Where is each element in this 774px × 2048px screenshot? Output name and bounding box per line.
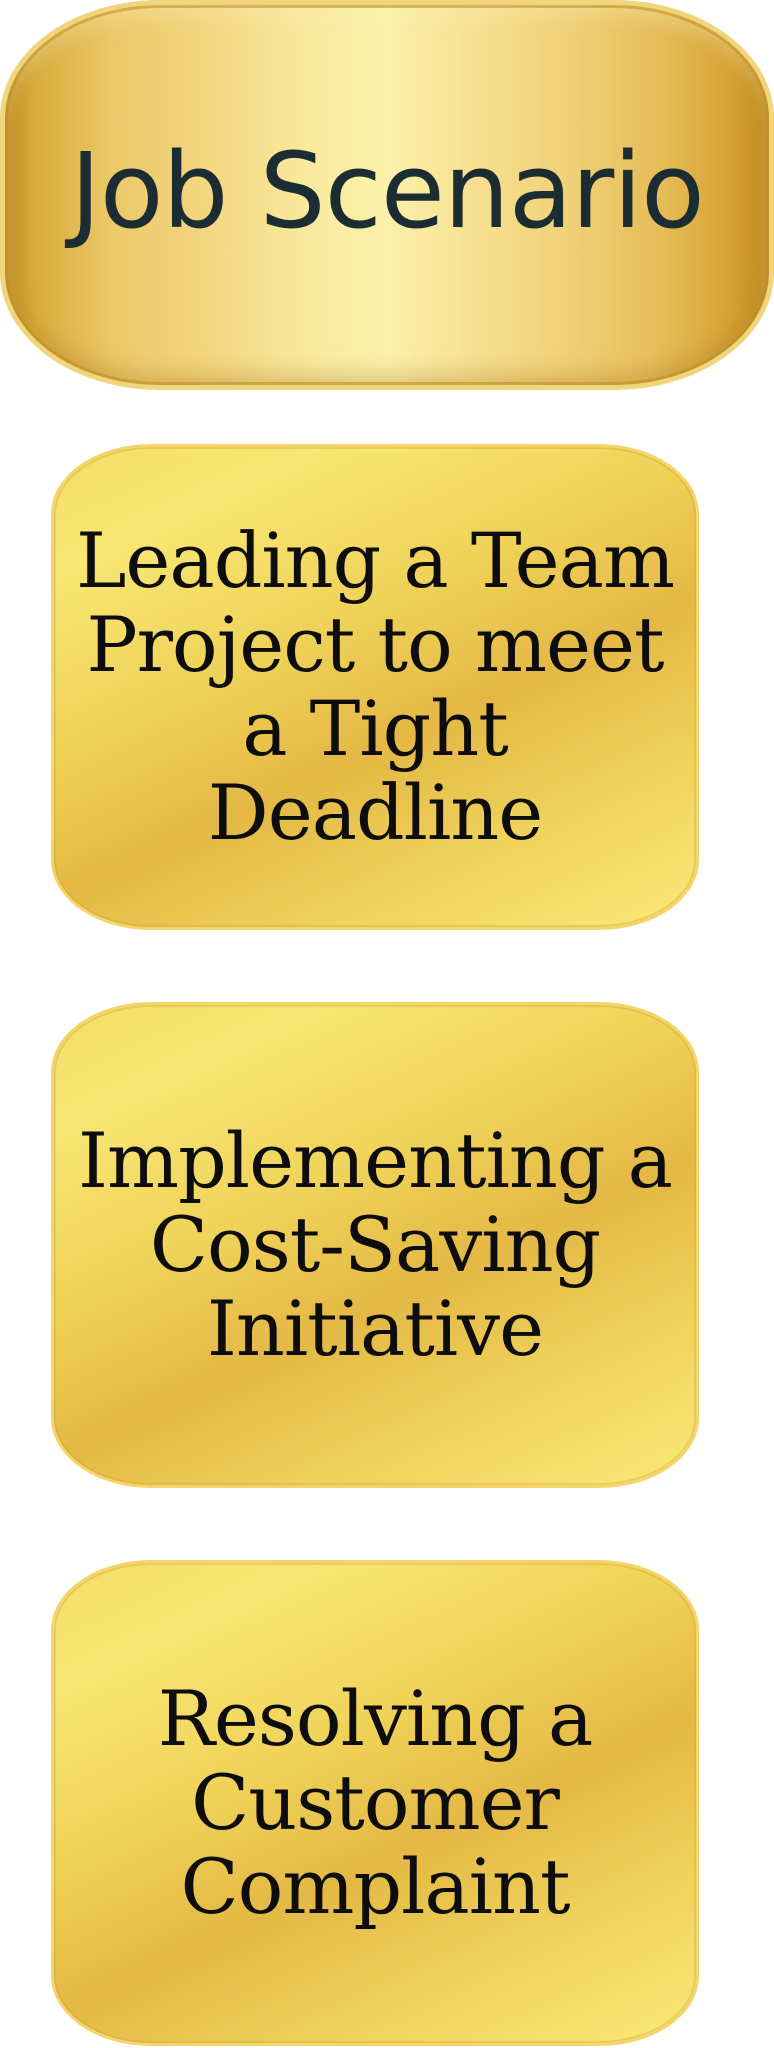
job-scenario-header: Job Scenario xyxy=(0,0,774,390)
scenario-card-team-project: Leading a Team Project to meet a Tight D… xyxy=(51,444,699,930)
scenario-label: Implementing a Cost-Saving Initiative xyxy=(78,1116,673,1373)
scenario-card-cost-saving: Implementing a Cost-Saving Initiative xyxy=(51,1002,699,1488)
scenario-label: Resolving a Customer Complaint xyxy=(157,1674,594,1931)
scenario-card-customer-complaint: Resolving a Customer Complaint xyxy=(51,1560,699,2046)
header-title: Job Scenario xyxy=(70,130,704,252)
scenario-label: Leading a Team Project to meet a Tight D… xyxy=(75,516,675,857)
